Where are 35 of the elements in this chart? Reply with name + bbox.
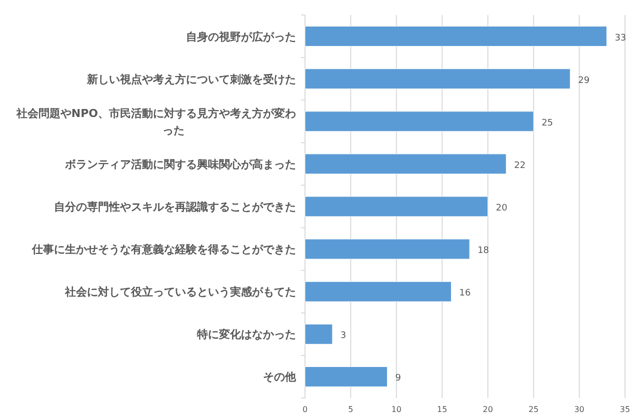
bar [304,196,488,217]
bar [304,26,607,47]
data-label: 20 [496,204,508,214]
y-tick-label: 自分の専門性やスキルを再認識することができた [54,200,296,214]
x-tick-label: 10 [391,405,402,414]
data-label: 9 [395,374,402,384]
x-tick-label: 20 [482,405,493,414]
data-label: 16 [459,288,472,299]
x-tick-label: 35 [620,405,630,414]
y-tick-label: 自身の視野が広がった [186,30,296,44]
x-tick-label: 25 [528,405,539,414]
bar [304,68,570,90]
x-tick-label: 15 [437,405,448,414]
data-label: 18 [478,246,490,256]
y-tick-label: その他 [263,370,297,384]
bar [304,324,333,344]
y-tick-label: ボランティア活動に関する興味関心が高まった [64,158,296,171]
data-label: 3 [340,331,346,342]
bar [304,154,506,174]
data-label: 29 [578,76,590,86]
y-tick-label: 社会に対して役立っているという実感がもてた [64,286,296,299]
bar [304,238,470,260]
x-tick-label: 0 [302,405,308,414]
y-tick-label: 社会問題やNPO、市民活動に対する見方や考え方が変わった [15,106,296,137]
bar [304,111,534,132]
y-tick-label: 仕事に生かせそうな有意義な経験を得ることができた [31,243,296,256]
bar [304,281,452,302]
data-label: 22 [514,160,526,171]
bar [304,366,388,387]
x-tick-label: 5 [348,405,354,414]
x-tick-label: 30 [574,405,584,414]
data-label: 25 [542,118,554,128]
y-tick-label: 新しい視点や考え方について刺激を受けた [86,72,296,86]
data-label: 33 [614,33,626,44]
y-tick-label: 特に変化はなかった [196,328,296,342]
